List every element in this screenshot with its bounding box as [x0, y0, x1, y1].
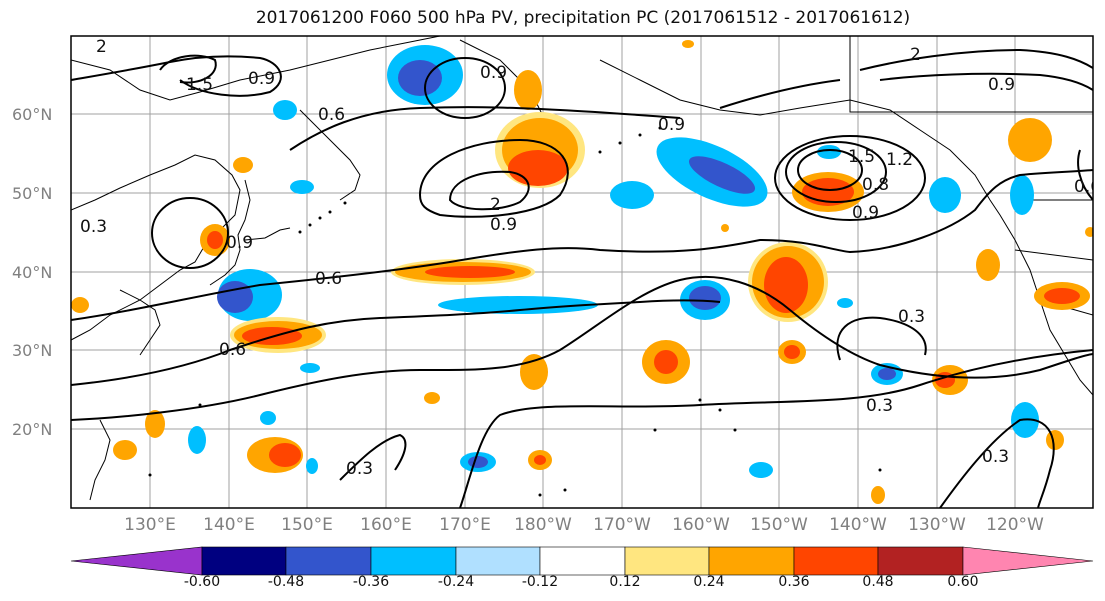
- svg-text:180°W: 180°W: [514, 515, 572, 535]
- map-title: 2017061200 F060 500 hPa PV, precipitatio…: [255, 8, 911, 28]
- svg-text:0.24: 0.24: [693, 574, 724, 590]
- svg-text:2: 2: [490, 195, 501, 215]
- svg-text:0.60: 0.60: [947, 574, 978, 590]
- svg-text:0.9: 0.9: [852, 203, 879, 223]
- coastlines: [71, 36, 1093, 501]
- colorbar-segment: [708, 546, 795, 576]
- svg-text:0.3: 0.3: [866, 396, 893, 416]
- svg-text:-0.36: -0.36: [353, 574, 389, 590]
- svg-text:20°N: 20°N: [12, 420, 52, 439]
- svg-text:-0.48: -0.48: [268, 574, 304, 590]
- colorbar-segment: [962, 546, 1094, 576]
- svg-text:0.3: 0.3: [346, 459, 373, 479]
- colorbar-segment: [370, 546, 457, 576]
- svg-text:0.9: 0.9: [490, 215, 517, 235]
- svg-text:120°W: 120°W: [986, 515, 1044, 535]
- colorbar-segment: [455, 546, 541, 576]
- svg-text:0.6: 0.6: [315, 269, 342, 289]
- svg-text:160°W: 160°W: [672, 515, 730, 535]
- svg-text:50°N: 50°N: [12, 184, 52, 203]
- svg-text:0.48: 0.48: [862, 574, 893, 590]
- svg-text:0.8: 0.8: [862, 175, 889, 195]
- colorbar-segment: [70, 546, 203, 576]
- colorbar: -0.60 -0.48 -0.36 -0.24 -0.12 0.12 0.24 …: [70, 546, 1094, 590]
- svg-text:0.3: 0.3: [80, 217, 107, 237]
- colorbar-segment: [539, 546, 626, 576]
- svg-text:0.12: 0.12: [609, 574, 640, 590]
- svg-text:1.5: 1.5: [848, 147, 875, 167]
- svg-text:170°E: 170°E: [439, 515, 491, 535]
- contour-labels: 2 1.5 0.9 0.6 0.9 0.9 2 0.9 1.5 1.2 0.8 …: [80, 37, 1101, 479]
- longitude-labels: 130°E 140°E 150°E 160°E 170°E 180°W 170°…: [124, 515, 1044, 535]
- svg-text:0.3: 0.3: [898, 307, 925, 327]
- svg-text:170°W: 170°W: [593, 515, 651, 535]
- colorbar-segment: [285, 546, 372, 576]
- svg-text:140°W: 140°W: [829, 515, 887, 535]
- svg-text:150°E: 150°E: [281, 515, 333, 535]
- colorbar-segment: [793, 546, 879, 576]
- svg-text:2: 2: [910, 45, 921, 65]
- svg-text:0.6: 0.6: [219, 340, 246, 360]
- svg-text:160°E: 160°E: [360, 515, 412, 535]
- svg-text:0.9: 0.9: [226, 233, 253, 253]
- svg-text:40°N: 40°N: [12, 263, 52, 282]
- gridlines: [71, 36, 1093, 508]
- svg-text:0.9: 0.9: [248, 69, 275, 89]
- svg-text:-0.24: -0.24: [438, 574, 474, 590]
- svg-text:0.6: 0.6: [318, 105, 345, 125]
- svg-text:-0.60: -0.60: [184, 574, 220, 590]
- latitude-labels: 60°N 50°N 40°N 30°N 20°N: [12, 105, 52, 439]
- svg-text:130°W: 130°W: [908, 515, 966, 535]
- map-frame: [70, 35, 1094, 509]
- svg-text:0.36: 0.36: [778, 574, 809, 590]
- colorbar-segment: [877, 546, 964, 576]
- svg-text:150°W: 150°W: [750, 515, 808, 535]
- svg-text:0.9: 0.9: [988, 75, 1015, 95]
- svg-text:130°E: 130°E: [124, 515, 176, 535]
- svg-text:140°E: 140°E: [203, 515, 255, 535]
- svg-text:-0.12: -0.12: [522, 574, 558, 590]
- svg-text:1.5: 1.5: [186, 75, 213, 95]
- svg-text:30°N: 30°N: [12, 341, 52, 360]
- svg-text:0.6: 0.6: [1074, 177, 1101, 197]
- svg-text:0.9: 0.9: [658, 115, 685, 135]
- colorbar-segment: [624, 546, 710, 576]
- colorbar-segments: [70, 546, 1094, 576]
- colorbar-tick-labels: -0.60 -0.48 -0.36 -0.24 -0.12 0.12 0.24 …: [184, 574, 979, 590]
- pv-contours: [71, 48, 1093, 508]
- svg-text:60°N: 60°N: [12, 105, 52, 124]
- svg-text:2: 2: [96, 37, 107, 57]
- svg-text:0.3: 0.3: [982, 447, 1009, 467]
- svg-text:0.9: 0.9: [480, 63, 507, 83]
- colorbar-segment: [201, 546, 287, 576]
- svg-text:1.2: 1.2: [886, 150, 913, 170]
